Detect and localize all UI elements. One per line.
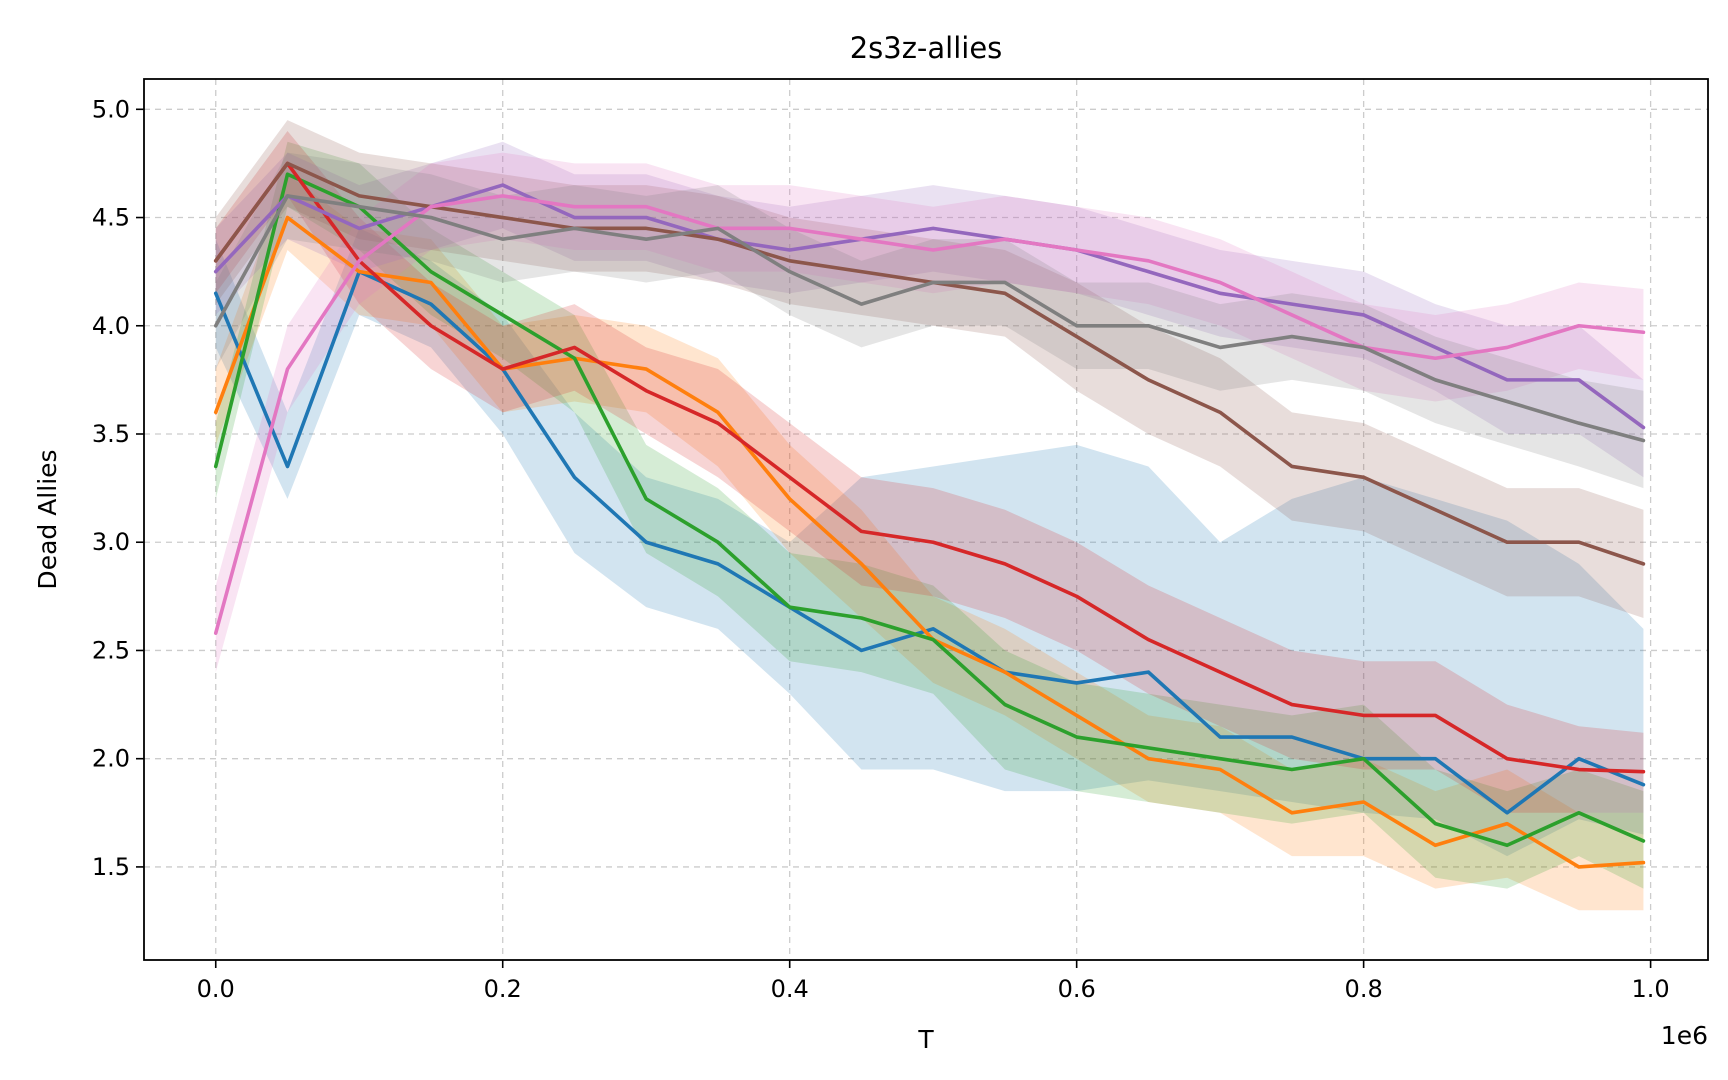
y-tick-label: 2.0 — [92, 745, 130, 773]
x-tick-label: 0.4 — [771, 975, 809, 1003]
x-axis-label: T — [917, 1025, 934, 1054]
chart-title: 2s3z-allies — [850, 31, 1003, 65]
y-tick-label: 4.0 — [92, 312, 130, 340]
axis-ticks: 0.0 0.2 0.4 0.6 0.8 1.0 1.5 2.0 2.5 3.0 3.5 4.0 4.5 5… — [92, 95, 1670, 1003]
x-tick-label: 0.0 — [197, 975, 235, 1003]
x-tick-label: 0.8 — [1345, 975, 1383, 1003]
y-tick-label: 3.0 — [92, 528, 130, 556]
series-6-confidence-band — [215, 120, 1644, 618]
x-tick-label: 1.0 — [1632, 975, 1670, 1003]
y-tick-label: 2.5 — [92, 636, 130, 664]
series-lines — [213, 161, 1646, 869]
y-tick-label: 5.0 — [92, 95, 130, 123]
series-4-line — [213, 161, 1646, 774]
y-tick-label: 4.5 — [92, 204, 130, 232]
series-5-confidence-band — [215, 141, 1644, 478]
series-7-line — [213, 194, 1646, 635]
series-3-line — [213, 172, 1646, 848]
y-tick-label: 3.5 — [92, 420, 130, 448]
x-axis-offset-label: 1e6 — [1661, 1021, 1708, 1050]
series-5-line — [213, 183, 1646, 430]
series-3-confidence-band — [215, 141, 1644, 889]
series-4-confidence-band — [215, 130, 1644, 813]
plot-frame — [143, 78, 1709, 961]
series-7-confidence-band — [215, 152, 1644, 673]
series-8-confidence-band — [215, 152, 1644, 489]
grid — [144, 79, 1708, 960]
series-8-line — [213, 194, 1646, 443]
y-axis-label: Dead Allies — [33, 449, 62, 589]
series-1-line — [213, 269, 1646, 815]
y-tick-label: 1.5 — [92, 853, 130, 881]
x-tick-label: 0.2 — [484, 975, 522, 1003]
x-tick-label: 0.6 — [1058, 975, 1096, 1003]
